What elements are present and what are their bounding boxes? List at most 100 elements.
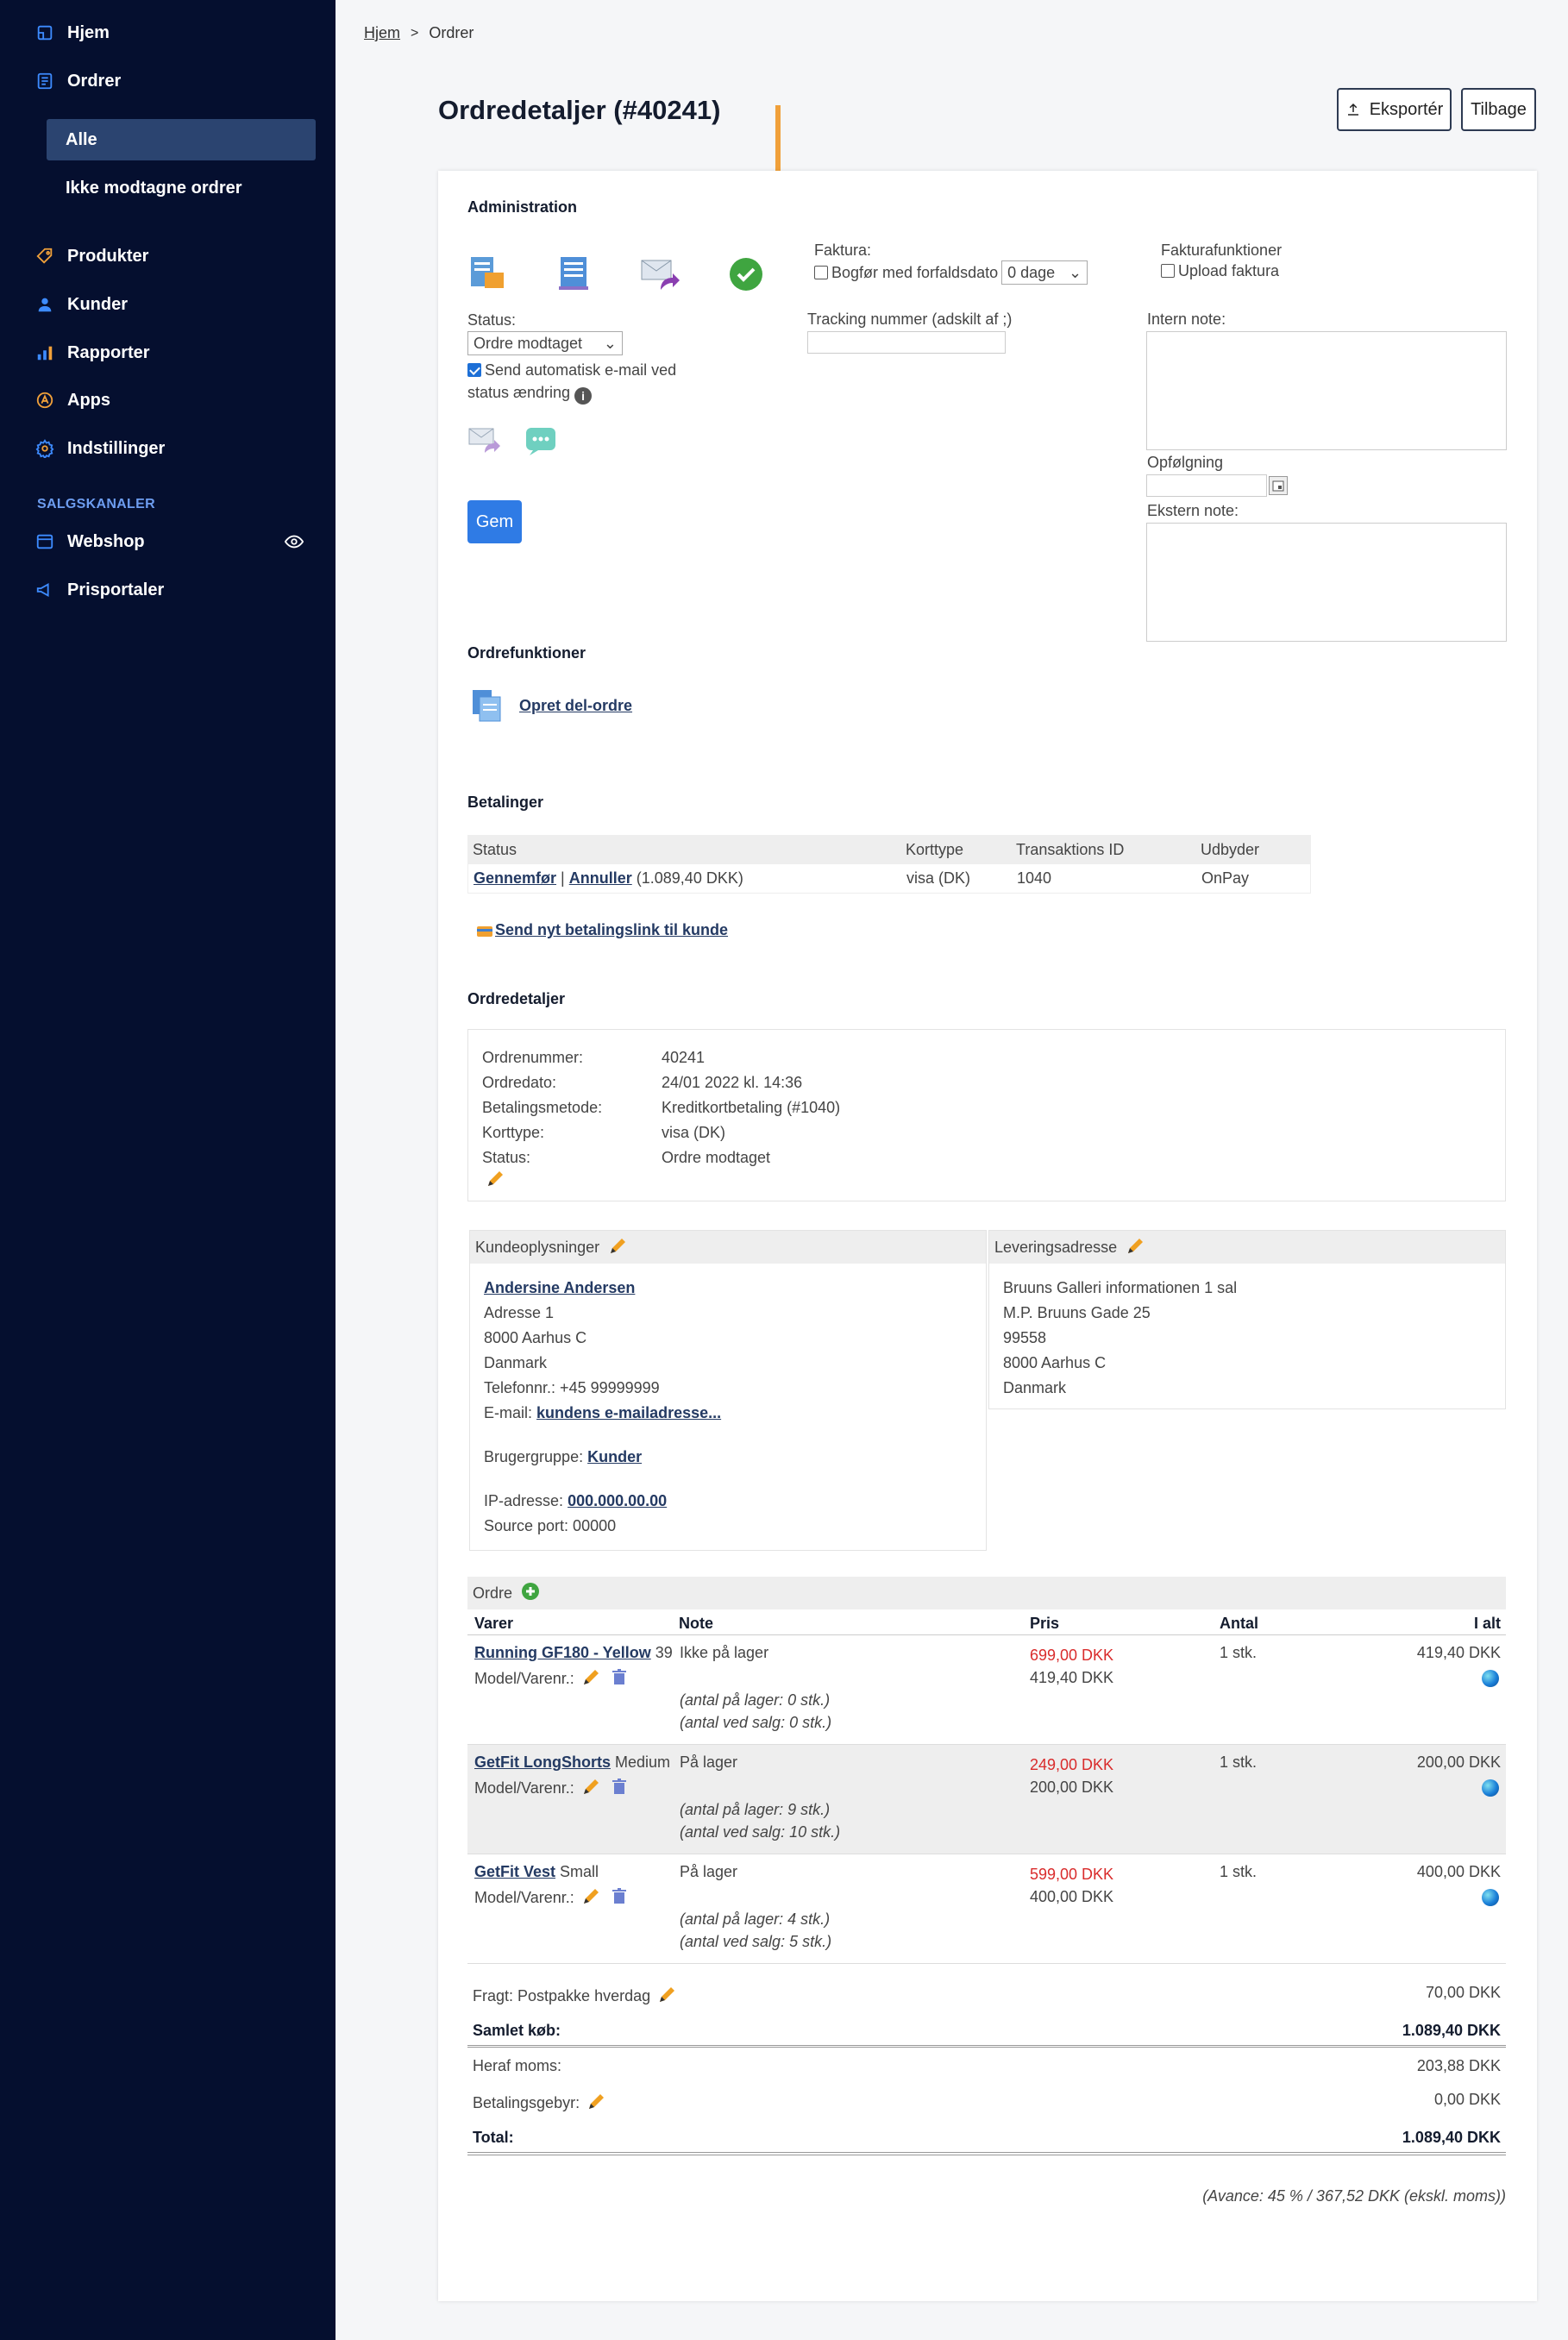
customer-email-link[interactable]: kundens e-mailadresse... — [536, 1404, 722, 1421]
book-checkbox[interactable] — [814, 266, 828, 279]
customer-city: 8000 Aarhus C — [484, 1329, 587, 1346]
page-title: Ordredetaljer (#40241) — [438, 95, 721, 125]
sidebar-subitem-alle[interactable]: Alle — [47, 119, 316, 160]
item-sold: (antal ved salg: 5 stk.) — [680, 1933, 832, 1950]
order-functions-heading: Ordrefunktioner — [467, 644, 586, 662]
col-antal: Antal — [1220, 1615, 1258, 1632]
sidebar-item-label: Ordrer — [67, 71, 122, 91]
invoice-functions-label: Fakturafunktioner — [1161, 242, 1283, 259]
breadcrumb: Hjem > Ordrer — [364, 24, 474, 42]
separator: | — [561, 869, 565, 887]
create-suborder-link[interactable]: Opret del-ordre — [519, 697, 633, 714]
cancel-payment-link[interactable]: Annuller — [568, 869, 632, 887]
mail-forward-small-icon[interactable] — [467, 425, 502, 461]
internal-note-textarea[interactable] — [1146, 331, 1507, 450]
group-label: Brugergruppe: — [484, 1448, 584, 1465]
trash-icon[interactable] — [609, 1666, 630, 1691]
edit-pencil-icon[interactable] — [486, 1168, 506, 1193]
send-payment-link-label: Send nyt betalingslink til kunde — [495, 921, 729, 938]
packing-list-icon[interactable] — [554, 254, 593, 298]
item-total: 400,00 DKK — [1416, 1863, 1501, 1880]
customer-name-link[interactable]: Andersine Andersen — [484, 1279, 636, 1296]
edit-pencil-icon[interactable] — [608, 1235, 629, 1260]
order-items: Ordre Varer Note Pris Antal I alt Runnin… — [467, 1577, 1506, 1964]
item-sold: (antal ved salg: 0 stk.) — [680, 1714, 832, 1731]
sidebar-item-produkter[interactable]: Produkter — [34, 246, 148, 267]
globe-icon[interactable] — [1482, 1779, 1499, 1797]
breadcrumb-home[interactable]: Hjem — [364, 24, 401, 41]
eye-icon[interactable] — [284, 534, 304, 554]
status-select-value: Ordre modtaget — [474, 334, 583, 352]
send-payment-link[interactable]: Send nyt betalingslink til kunde — [476, 921, 728, 939]
tracking-input[interactable] — [807, 331, 1006, 354]
sidebar-item-webshop[interactable]: Webshop — [34, 531, 145, 552]
item-name-link[interactable]: GetFit Vest — [474, 1863, 556, 1880]
save-button[interactable]: Gem — [467, 500, 522, 543]
sms-icon[interactable] — [524, 426, 559, 461]
payments-table: Status Korttype Transaktions ID Udbyder … — [467, 835, 1311, 894]
order-item-row: Running GF180 - Yellow 39 Model/Varenr.:… — [467, 1635, 1506, 1745]
followup-input[interactable] — [1146, 474, 1267, 497]
sidebar-item-prisportaler[interactable]: Prisportaler — [34, 580, 164, 600]
faktura-label: Faktura: — [814, 242, 872, 259]
auto-email-checkbox[interactable] — [467, 363, 481, 377]
card-type-value: visa (DK) — [662, 1124, 726, 1141]
edit-pencil-icon[interactable] — [581, 1776, 602, 1801]
item-model: Model/Varenr.: — [474, 1776, 630, 1801]
item-model-label: Model/Varenr.: — [474, 1889, 574, 1906]
sidebar-item-hjem[interactable]: Hjem — [34, 22, 110, 43]
edit-pencil-icon[interactable] — [1126, 1235, 1146, 1260]
edit-pencil-icon[interactable] — [581, 1666, 602, 1691]
export-button[interactable]: Eksportér — [1337, 88, 1452, 131]
check-circle-icon[interactable] — [729, 257, 763, 296]
status-label: Status: — [482, 1149, 531, 1166]
sum-row: Samlet køb: 1.089,40 DKK — [467, 2022, 1506, 2048]
payment-card-type: visa (DK) — [906, 869, 971, 887]
sidebar: Hjem Ordrer Alle Ikke modtagne ordrer Pr… — [0, 0, 336, 2340]
sidebar-item-kunder[interactable]: Kunder — [34, 294, 128, 315]
item-note: Ikke på lager — [680, 1644, 769, 1661]
sidebar-item-label: Hjem — [67, 22, 110, 42]
add-circle-icon[interactable] — [521, 1582, 540, 1605]
customer-ip-link[interactable]: 000.000.00.00 — [568, 1492, 668, 1509]
item-name-link[interactable]: GetFit LongShorts — [474, 1753, 611, 1771]
sidebar-item-indstillinger[interactable]: Indstillinger — [34, 438, 165, 459]
edit-pencil-icon[interactable] — [581, 1885, 602, 1910]
globe-icon[interactable] — [1482, 1889, 1499, 1906]
forward-mail-icon[interactable] — [640, 255, 680, 298]
sidebar-subitem-ikke-modtagne[interactable]: Ikke modtagne ordrer — [66, 179, 242, 198]
chevron-down-icon: ⌄ — [603, 334, 617, 352]
upload-invoice-checkbox[interactable] — [1161, 264, 1175, 278]
edit-pencil-icon[interactable] — [657, 1984, 678, 2009]
calendar-icon[interactable] — [1269, 476, 1288, 495]
days-select[interactable]: 0 dage ⌄ — [1001, 260, 1088, 285]
export-label: Eksportér — [1369, 99, 1444, 119]
item-name-link[interactable]: Running GF180 - Yellow — [474, 1644, 651, 1661]
edit-pencil-icon[interactable] — [586, 2091, 607, 2116]
upload-invoice-label: Upload faktura — [1178, 262, 1280, 279]
delivery-box: Leveringsadresse Bruuns Galleri informat… — [988, 1230, 1506, 1409]
info-icon[interactable]: i — [574, 387, 593, 405]
total-value: 1.089,40 DKK — [1402, 2129, 1501, 2146]
customer-group-link[interactable]: Kunder — [587, 1448, 643, 1465]
sidebar-item-ordrer[interactable]: Ordrer — [34, 71, 121, 91]
item-model-label: Model/Varenr.: — [474, 1670, 574, 1687]
trash-icon[interactable] — [609, 1885, 630, 1910]
item-title: GetFit LongShorts Medium — [474, 1753, 670, 1772]
sidebar-item-apps[interactable]: Apps — [34, 390, 110, 411]
auto-email-label: Send automatisk e-mail ved — [485, 361, 677, 379]
delivery-header: Leveringsadresse — [989, 1231, 1505, 1264]
sidebar-item-rapporter[interactable]: Rapporter — [34, 342, 150, 363]
trash-icon[interactable] — [609, 1776, 630, 1801]
invoice-icon[interactable] — [467, 254, 507, 298]
item-stock-info: (antal på lager: 9 stk.) (antal ved salg:… — [680, 1798, 840, 1843]
item-title: GetFit Vest Small — [474, 1863, 599, 1881]
back-button[interactable]: Tilbage — [1461, 88, 1536, 131]
complete-payment-link[interactable]: Gennemfør — [474, 869, 557, 887]
external-note-textarea[interactable] — [1146, 523, 1507, 642]
globe-icon[interactable] — [1482, 1670, 1499, 1687]
bar-chart-icon — [34, 342, 55, 363]
status-select[interactable]: Ordre modtaget ⌄ — [467, 331, 623, 355]
item-variant: Medium — [615, 1753, 671, 1771]
item-stock-info: (antal på lager: 0 stk.) (antal ved salg:… — [680, 1689, 831, 1734]
